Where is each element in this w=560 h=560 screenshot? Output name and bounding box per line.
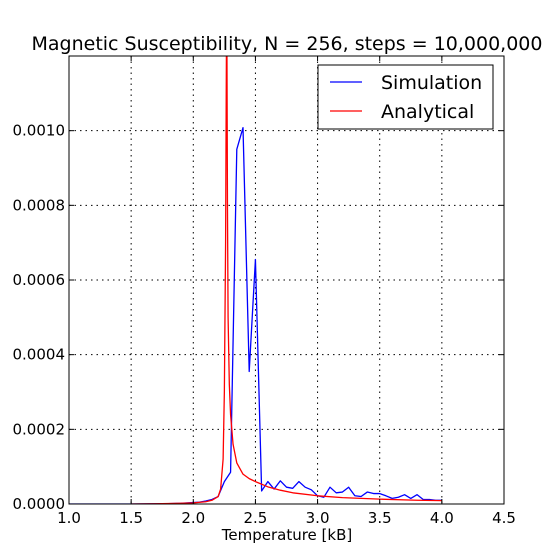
- y-tick-label: 0.0006: [13, 271, 66, 289]
- y-tick-label: 0.0004: [13, 346, 66, 364]
- grid: [69, 56, 504, 504]
- x-tick-label: 3.5: [368, 509, 392, 527]
- legend-box: [317, 64, 494, 130]
- chart-title: Magnetic Susceptibility, N = 256, steps …: [32, 33, 543, 55]
- x-tick-label: 4.5: [492, 509, 516, 527]
- legend-label-analytical: Analytical: [381, 101, 474, 123]
- y-tick-label: 0.0002: [13, 420, 66, 438]
- x-tick-label: 3.0: [306, 509, 330, 527]
- legend: Simulation Analytical: [317, 64, 494, 130]
- legend-label-simulation: Simulation: [381, 72, 482, 94]
- series-layer: [69, 56, 442, 504]
- series-line-analytical: [131, 56, 442, 504]
- y-tick-label: 0.0010: [13, 122, 66, 140]
- y-tick-label: 0.0008: [13, 196, 66, 214]
- x-tick-label: 4.0: [430, 509, 454, 527]
- x-tick-label: 1.0: [57, 509, 81, 527]
- x-axis-label: Temperature [kB]: [221, 526, 352, 544]
- y-tick-label: 0.0000: [13, 495, 66, 513]
- x-tick-label: 2.5: [243, 509, 267, 527]
- ticks: 1.0 1.5 2.0 2.5 3.0 3.5 4.0 4.5 0.0000 0.0002 0.00…: [13, 56, 516, 527]
- x-tick-label: 2.0: [181, 509, 205, 527]
- x-tick-label: 1.5: [119, 509, 143, 527]
